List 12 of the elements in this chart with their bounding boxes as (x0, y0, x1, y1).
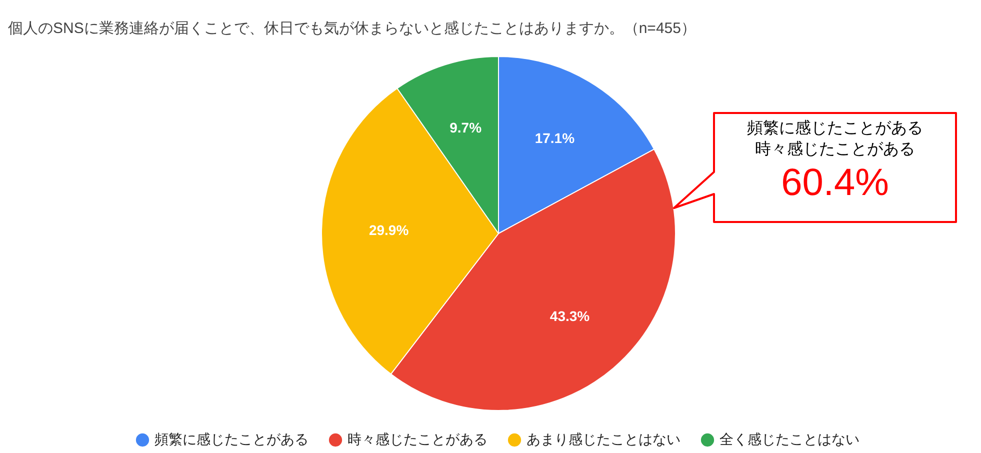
data-label: 29.9% (368, 222, 410, 238)
text: 60.4% (780, 161, 890, 206)
text: 頻繁に感じたことがある (746, 118, 924, 139)
data-label: 43.3% (550, 308, 590, 324)
chart-title: 個人のSNSに業務連絡が届くことで、休日でも気が休まらないと感じたことはありますか。（n=455） (8, 20, 696, 38)
legend-label: あまり感じたことはない (526, 430, 680, 447)
text: 時々感じたことがある (754, 140, 916, 160)
data-label: 9.7% (450, 120, 482, 136)
legend-label: 頻繁に感じたことがある (154, 430, 308, 447)
legend-label: 全く感じたことはない (720, 430, 860, 447)
data-label: 17.1% (534, 130, 576, 146)
legend-label: 時々感じたことがある (348, 430, 488, 447)
